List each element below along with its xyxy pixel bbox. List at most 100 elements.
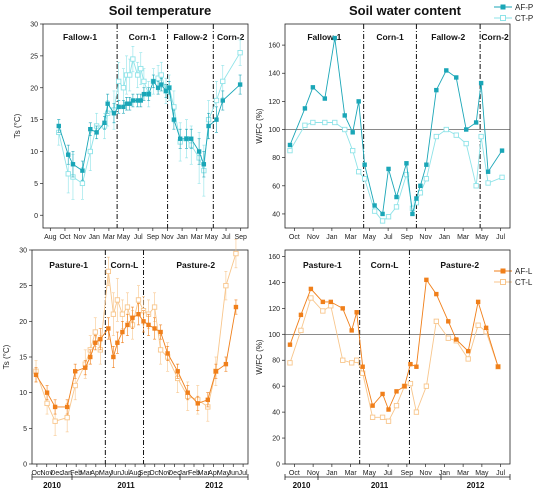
data-point: [424, 162, 429, 167]
x-tick-label: Sep: [234, 234, 247, 241]
x-tick-label: Nov: [307, 470, 320, 477]
phase-label: Corn-1: [129, 32, 157, 42]
series-line: [289, 38, 503, 215]
data-point: [385, 418, 392, 424]
y-tick-label: 120: [268, 99, 280, 106]
data-point: [410, 211, 415, 217]
data-point: [444, 68, 449, 73]
data-point: [127, 101, 132, 106]
data-point: [83, 365, 88, 370]
legend-af-l-label: AF-L: [515, 267, 533, 276]
y-tick-label: 100: [268, 332, 280, 339]
x-tick-label: Mar: [457, 234, 470, 241]
series-ct-l: [287, 295, 501, 424]
data-point: [424, 277, 429, 283]
data-point: [114, 297, 121, 303]
year-label: 2010: [43, 481, 61, 490]
data-point: [407, 380, 414, 387]
data-point: [386, 166, 391, 172]
x-tick-label: May: [475, 234, 489, 241]
data-point: [499, 148, 505, 153]
data-point: [423, 383, 430, 389]
data-point: [110, 311, 117, 317]
data-point: [403, 171, 410, 178]
phase-label: Pasture-2: [440, 260, 479, 270]
x-tick-label: Dec: [50, 470, 63, 477]
data-point: [175, 369, 180, 374]
data-point: [141, 78, 147, 85]
title-soil-water-content: Soil water content: [349, 3, 462, 18]
x-tick-label: Jul: [239, 470, 248, 477]
data-point: [141, 319, 146, 324]
x-tick-label: May: [363, 470, 377, 477]
data-point: [354, 357, 360, 363]
data-point: [166, 85, 172, 90]
data-point: [171, 117, 177, 122]
x-tick-label: Jun: [228, 470, 239, 477]
x-tick-label: Feb: [188, 470, 200, 477]
y-tick-label: 40: [272, 410, 280, 417]
data-point: [495, 364, 501, 369]
y-tick-label: 40: [272, 211, 280, 218]
data-point: [155, 85, 161, 90]
x-tick-label: May: [475, 470, 489, 477]
y-tick-label: 30: [19, 248, 27, 255]
data-point: [434, 87, 439, 93]
data-point: [394, 389, 399, 394]
data-point: [146, 322, 151, 328]
y-tick-label: 140: [268, 71, 280, 78]
data-point: [356, 169, 362, 175]
data-point: [44, 400, 50, 407]
x-tick-label: Jul: [496, 234, 505, 241]
data-point: [214, 117, 219, 122]
data-point: [92, 329, 98, 335]
data-point: [308, 286, 314, 292]
x-tick-label: Nov: [419, 234, 432, 241]
data-point: [111, 111, 117, 116]
series-line: [35, 253, 237, 422]
data-point: [64, 414, 70, 421]
x-tick-label: Jul: [134, 234, 143, 241]
data-point: [414, 364, 419, 369]
x-tick-label: May: [99, 470, 113, 477]
data-point: [320, 308, 326, 314]
data-point: [119, 311, 126, 317]
phase-label: Fallow-1: [63, 32, 97, 42]
data-point: [287, 147, 293, 154]
data-point: [223, 283, 229, 289]
x-tick-label: Jan: [326, 470, 337, 477]
data-point: [70, 162, 76, 167]
data-point: [418, 183, 423, 188]
y-axis-label: Ts (°C): [13, 113, 22, 138]
data-point: [433, 133, 439, 140]
phase-label: Pasture-1: [49, 260, 88, 270]
data-point: [88, 354, 93, 360]
data-point: [475, 299, 481, 305]
data-point: [475, 322, 481, 328]
y-tick-label: 10: [19, 390, 27, 397]
data-point: [44, 390, 50, 395]
data-point: [185, 390, 190, 395]
year-label: 2012: [467, 481, 485, 490]
y-axis-label: W/FC (%): [255, 339, 264, 374]
data-point: [205, 397, 211, 402]
data-point: [404, 161, 409, 166]
data-point: [80, 168, 85, 173]
data-point: [298, 327, 304, 334]
data-point: [120, 85, 127, 91]
data-point: [423, 176, 430, 182]
y-tick-label: 5: [23, 426, 27, 433]
data-point: [105, 268, 112, 275]
legend-ct-p-marker: [500, 15, 506, 21]
x-tick-label: Jan: [179, 470, 190, 477]
data-point: [356, 99, 361, 104]
x-tick-label: Sep: [139, 470, 152, 477]
data-point: [465, 356, 471, 362]
data-point: [386, 407, 391, 412]
y-tick-label: 10: [30, 149, 38, 156]
data-point: [151, 79, 156, 84]
data-point: [445, 335, 451, 341]
data-point: [302, 106, 308, 111]
x-tick-label: Oct: [289, 470, 300, 477]
data-point: [443, 126, 449, 133]
